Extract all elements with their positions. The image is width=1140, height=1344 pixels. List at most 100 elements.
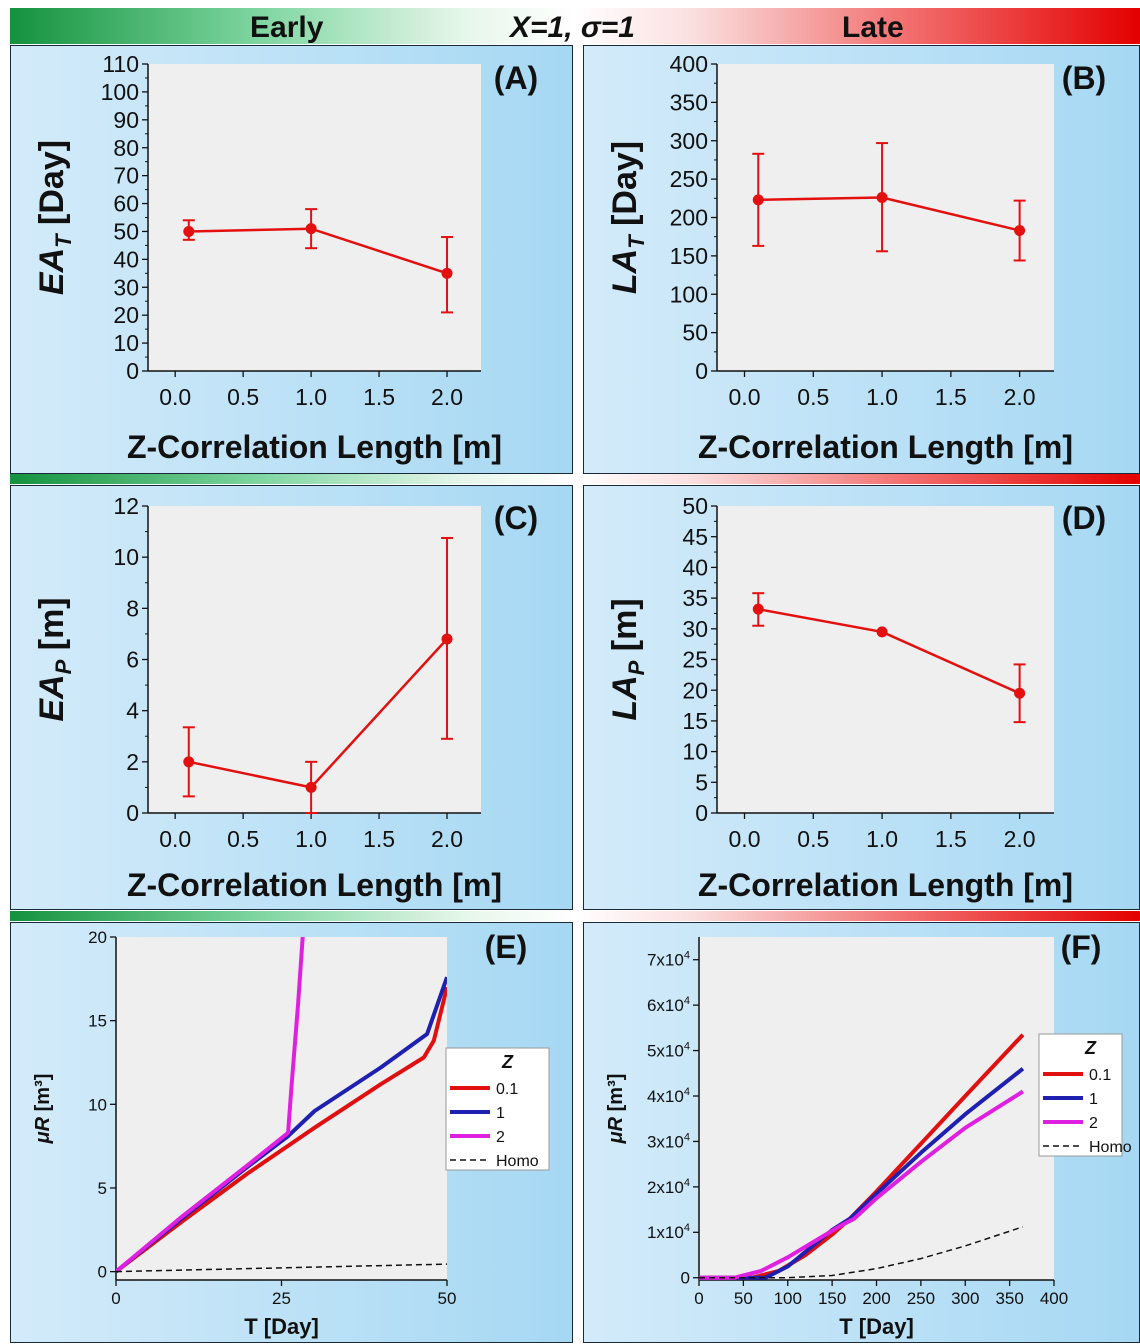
panel-f: 0 1x104 2x104 3x104 4x104 5x104 6x104 7x104 0 50 1… bbox=[583, 922, 1140, 1343]
y-tick-label: 4 bbox=[126, 698, 139, 724]
y-tick-label: 0 bbox=[695, 800, 708, 826]
y-tick-label: 6 bbox=[126, 647, 139, 673]
x-tick-label: 1.0 bbox=[295, 826, 327, 852]
series-line-2 bbox=[699, 1089, 1024, 1280]
y-tick-exponent: 4 bbox=[684, 1086, 690, 1098]
x-tick-label: 0.0 bbox=[159, 826, 191, 852]
panel-letter: (B) bbox=[1062, 60, 1106, 96]
panel-letter: (D) bbox=[1062, 500, 1106, 536]
panel-letter: (C) bbox=[494, 500, 538, 536]
x-tick-label: 1.0 bbox=[295, 384, 327, 410]
data-point bbox=[441, 267, 453, 279]
panel-c: 0 2 4 6 8 10 12 0.0 0.5 1.0 1.5 2.0 Z-Correlation Le… bbox=[10, 485, 573, 910]
y-tick-label: 30 bbox=[682, 616, 708, 642]
y-tick-label: 40 bbox=[682, 554, 708, 580]
y-tick-label: 5 bbox=[695, 769, 708, 795]
data-point bbox=[876, 192, 888, 204]
data-point bbox=[305, 781, 317, 793]
x-axis-label: Z-Correlation Length [m] bbox=[127, 429, 502, 465]
row-divider-gradient-1 bbox=[10, 474, 1140, 484]
y-axis-label-unit: [m³] bbox=[32, 1074, 54, 1117]
y-tick-label: 80 bbox=[113, 135, 139, 161]
x-tick-label: 400 bbox=[1040, 1289, 1068, 1308]
legend-label: 1 bbox=[496, 1105, 505, 1122]
panel-letter: (F) bbox=[1061, 929, 1102, 965]
y-tick-label: 200 bbox=[670, 205, 708, 231]
y-tick-label: 2x104 bbox=[647, 1177, 690, 1197]
y-axis-label-main: LA bbox=[606, 675, 644, 720]
header-gradient-bar: Early X=1, σ=1 Late bbox=[10, 8, 1140, 44]
y-tick-exponent: 4 bbox=[684, 950, 690, 962]
legend-label: 2 bbox=[1089, 1115, 1098, 1132]
y-tick-label: 5 bbox=[98, 1179, 107, 1198]
x-tick-label: 100 bbox=[774, 1289, 802, 1308]
y-tick-label: 100 bbox=[101, 79, 139, 105]
y-tick-label: 35 bbox=[682, 585, 708, 611]
y-tick-label: 30 bbox=[113, 274, 139, 300]
x-tick-label: 2.0 bbox=[431, 384, 463, 410]
panel-letter: (A) bbox=[494, 60, 538, 96]
y-axis-label-main: μR bbox=[32, 1116, 54, 1144]
x-axis-label: Z-Correlation Length [m] bbox=[698, 429, 1073, 465]
y-axis-label: EAT [Day] bbox=[33, 140, 76, 295]
y-tick-exponent: 4 bbox=[684, 1177, 690, 1189]
y-tick-label: 8 bbox=[126, 595, 139, 621]
x-axis-label: Z-Correlation Length [m] bbox=[698, 867, 1073, 903]
x-tick-label: 0.5 bbox=[797, 384, 829, 410]
x-tick-label: 1.5 bbox=[935, 826, 967, 852]
chart-svg: 0 1x104 2x104 3x104 4x104 5x104 6x104 7x104 0 50 1… bbox=[605, 929, 1132, 1339]
y-tick-label: 50 bbox=[113, 219, 139, 245]
y-axis-label-subscript: T bbox=[624, 234, 649, 249]
x-tick-label: 0.5 bbox=[797, 826, 829, 852]
panel-a: 0 10 20 30 40 50 60 70 80 90 100 110 0.0 0.5 1.0 1.5 2.0… bbox=[10, 45, 573, 474]
y-tick-label: 20 bbox=[682, 677, 708, 703]
data-point bbox=[752, 194, 764, 206]
y-tick-label: 1x104 bbox=[647, 1222, 690, 1242]
y-axis-label-unit: [Day] bbox=[33, 140, 71, 234]
y-axis-label-subscript: P bbox=[624, 660, 649, 675]
header-late-label: Late bbox=[842, 11, 904, 44]
y-tick-label: 15 bbox=[682, 708, 708, 734]
y-tick-label: 5x104 bbox=[647, 1041, 690, 1061]
data-point bbox=[752, 603, 764, 615]
y-tick-label: 25 bbox=[682, 647, 708, 673]
x-tick-label: 0.0 bbox=[729, 826, 761, 852]
y-tick-label: 4x104 bbox=[647, 1086, 690, 1106]
legend-label: Homo bbox=[1089, 1139, 1132, 1156]
y-axis-label-unit: [m³] bbox=[605, 1074, 627, 1117]
plot-area bbox=[717, 506, 1054, 813]
y-axis-label-main: EA bbox=[33, 248, 71, 295]
legend-box bbox=[445, 1047, 550, 1171]
y-tick-exponent: 4 bbox=[684, 1131, 690, 1143]
x-tick-label: 1.0 bbox=[866, 826, 898, 852]
x-tick-label: 350 bbox=[995, 1289, 1023, 1308]
series-line-0-1 bbox=[116, 986, 447, 1274]
y-axis-label-main: μR bbox=[605, 1116, 627, 1144]
data-point bbox=[305, 223, 317, 235]
x-tick-label: 1.0 bbox=[866, 384, 898, 410]
x-tick-label: 2.0 bbox=[1004, 384, 1036, 410]
y-tick-label: 350 bbox=[670, 89, 708, 115]
panel-letter: (E) bbox=[485, 929, 528, 965]
data-point bbox=[183, 225, 195, 237]
x-axis-label: Z-Correlation Length [m] bbox=[127, 867, 502, 903]
x-tick-label: 250 bbox=[907, 1289, 935, 1308]
y-axis-label: LAT [Day] bbox=[606, 141, 649, 294]
x-axis-label: T [Day] bbox=[244, 1314, 319, 1339]
x-tick-label: 200 bbox=[862, 1289, 890, 1308]
y-axis-label-subscript: T bbox=[51, 233, 76, 248]
y-tick-label: 0 bbox=[126, 358, 139, 384]
x-tick-label: 0.5 bbox=[227, 826, 259, 852]
y-tick-label: 20 bbox=[88, 928, 107, 947]
y-axis-label: μR [m³] bbox=[32, 1074, 54, 1145]
y-tick-label: 300 bbox=[670, 128, 708, 154]
legend-label: 1 bbox=[1089, 1091, 1098, 1108]
legend-box bbox=[1038, 1033, 1123, 1157]
x-tick-label: 50 bbox=[438, 1289, 457, 1308]
y-tick-label: 10 bbox=[88, 1095, 107, 1114]
y-tick-exponent: 4 bbox=[684, 1041, 690, 1053]
legend-label: 0.1 bbox=[1089, 1067, 1111, 1084]
data-point bbox=[441, 633, 453, 645]
x-tick-label: 50 bbox=[734, 1289, 753, 1308]
